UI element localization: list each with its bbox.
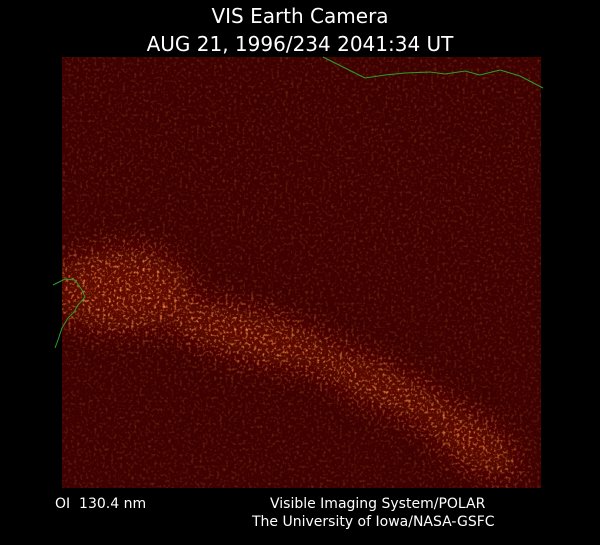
aurora: [62, 57, 541, 488]
timestamp: AUG 21, 1996/234 2041:34 UT: [147, 32, 455, 56]
filter-label: OI 130.4 nm: [55, 496, 146, 512]
title: VIS Earth Camera: [211, 4, 388, 28]
instrument-label: Visible Imaging System/POLAR: [270, 496, 486, 512]
institution-label: The University of Iowa/NASA-GSFC: [251, 514, 495, 530]
coastline: [52, 56, 544, 349]
